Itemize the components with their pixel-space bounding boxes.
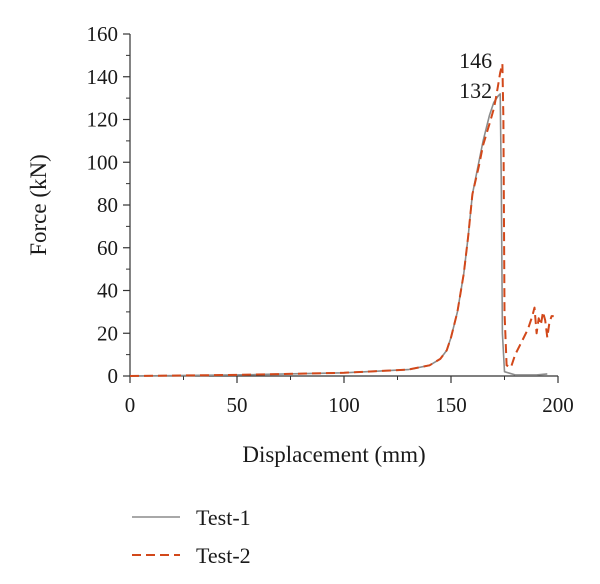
axes: 0 20 40 60 80 100 120 140 160 0 50 100 150 200 xyxy=(87,22,574,417)
y-tick-label: 160 xyxy=(87,22,119,46)
series-line-test-1 xyxy=(129,93,548,377)
y-tick-label: 0 xyxy=(108,364,119,388)
peak-annotation: 132 xyxy=(459,78,492,103)
x-tick-label: 100 xyxy=(328,393,360,417)
y-axis-title: Force (kN) xyxy=(26,154,51,256)
y-ticks: 0 20 40 60 80 100 120 140 160 xyxy=(87,22,130,388)
legend: Test-1 Test-2 xyxy=(132,505,251,568)
x-tick-label: 50 xyxy=(227,393,248,417)
x-tick-label: 0 xyxy=(125,393,136,417)
y-tick-label: 140 xyxy=(87,65,119,89)
y-tick-label: 100 xyxy=(87,150,119,174)
legend-label-test-2: Test-2 xyxy=(196,543,251,568)
y-tick-label: 80 xyxy=(97,193,118,217)
peak-annotation: 146 xyxy=(459,48,492,73)
x-tick-label: 200 xyxy=(542,393,574,417)
series-line-test-2 xyxy=(129,62,554,377)
x-axis-title: Displacement (mm) xyxy=(242,442,425,467)
legend-label-test-1: Test-1 xyxy=(196,505,251,530)
y-tick-label: 20 xyxy=(97,321,118,345)
y-tick-label: 60 xyxy=(97,236,118,260)
y-tick-label: 40 xyxy=(97,279,118,303)
x-ticks: 0 50 100 150 200 xyxy=(125,376,574,417)
series-group xyxy=(129,62,554,377)
y-tick-label: 120 xyxy=(87,108,119,132)
x-tick-label: 150 xyxy=(435,393,467,417)
